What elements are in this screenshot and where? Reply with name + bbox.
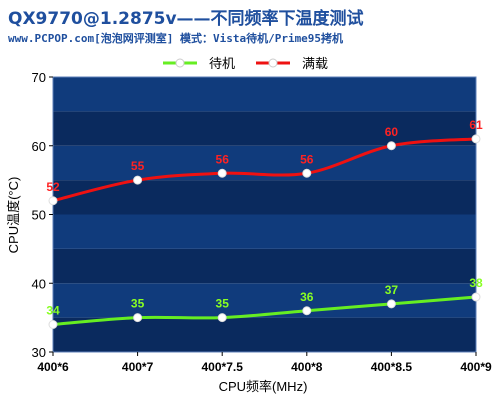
legend-label: 待机 [209,56,235,71]
data-point [302,306,312,316]
plot-background [53,77,476,352]
data-point [386,299,396,309]
legend: 待机 满载 [163,56,328,71]
x-tick-label: 400*6 [37,360,69,374]
data-point [302,168,312,178]
plot-band [53,214,476,249]
legend-marker [175,58,185,68]
data-label: 56 [300,152,314,166]
plot-band [53,317,476,352]
data-label: 56 [216,152,230,166]
y-tick-label: 60 [32,139,46,154]
chart-title: QX9770@1.2875v——不同频率下温度测试 [8,9,364,29]
data-label: 36 [300,290,314,304]
plot-band [53,248,476,284]
data-label: 35 [131,297,145,311]
data-label: 55 [131,159,145,173]
data-point [133,175,143,185]
data-labels: 34 35 35 36 37 38 52 55 56 56 60 61 [46,118,483,318]
legend-label: 满载 [302,56,328,71]
data-point [386,141,396,151]
plot-band [53,283,476,318]
x-tick-label: 400*8 [291,360,323,374]
data-label: 61 [469,118,483,132]
series-line-0 [52,295,477,326]
data-point [48,320,58,329]
data-point [217,313,227,323]
data-label: 60 [385,125,399,139]
data-point [471,292,481,302]
x-tick-label: 400*7 [122,360,154,374]
legend-marker [268,58,278,68]
data-point [48,196,58,206]
data-label: 38 [469,276,483,290]
data-label: 35 [216,297,230,311]
x-tick-label: 400*9 [460,360,492,374]
x-axis-label: CPU频率(MHz) [219,379,308,394]
x-tick-label: 400*8.5 [371,360,413,374]
data-point [217,168,227,178]
plot-band [53,77,476,112]
y-tick-label: 30 [32,345,46,360]
plot-band [53,180,476,215]
data-label: 37 [385,283,399,297]
y-axis-label: CPU温度(°C) [6,177,21,254]
data-label: 34 [46,304,60,318]
data-point [133,313,143,323]
y-tick-label: 50 [32,208,46,223]
y-tick-label: 70 [32,70,46,85]
y-tick-label: 40 [32,276,46,291]
data-point [471,134,481,144]
series-line-1 [52,137,477,203]
data-label: 52 [46,180,60,194]
x-tick-label: 400*7.5 [202,360,244,374]
plot-band [53,111,476,146]
chart-subtitle: www.PCPOP.com[泡泡网评测室] 模式：Vista待机/Prime95… [8,32,344,45]
series-lines [48,134,481,329]
axes: 30 40 50 60 70 400*6 400*7 400*7.5 400*8 400*8.5 4… [32,70,492,374]
